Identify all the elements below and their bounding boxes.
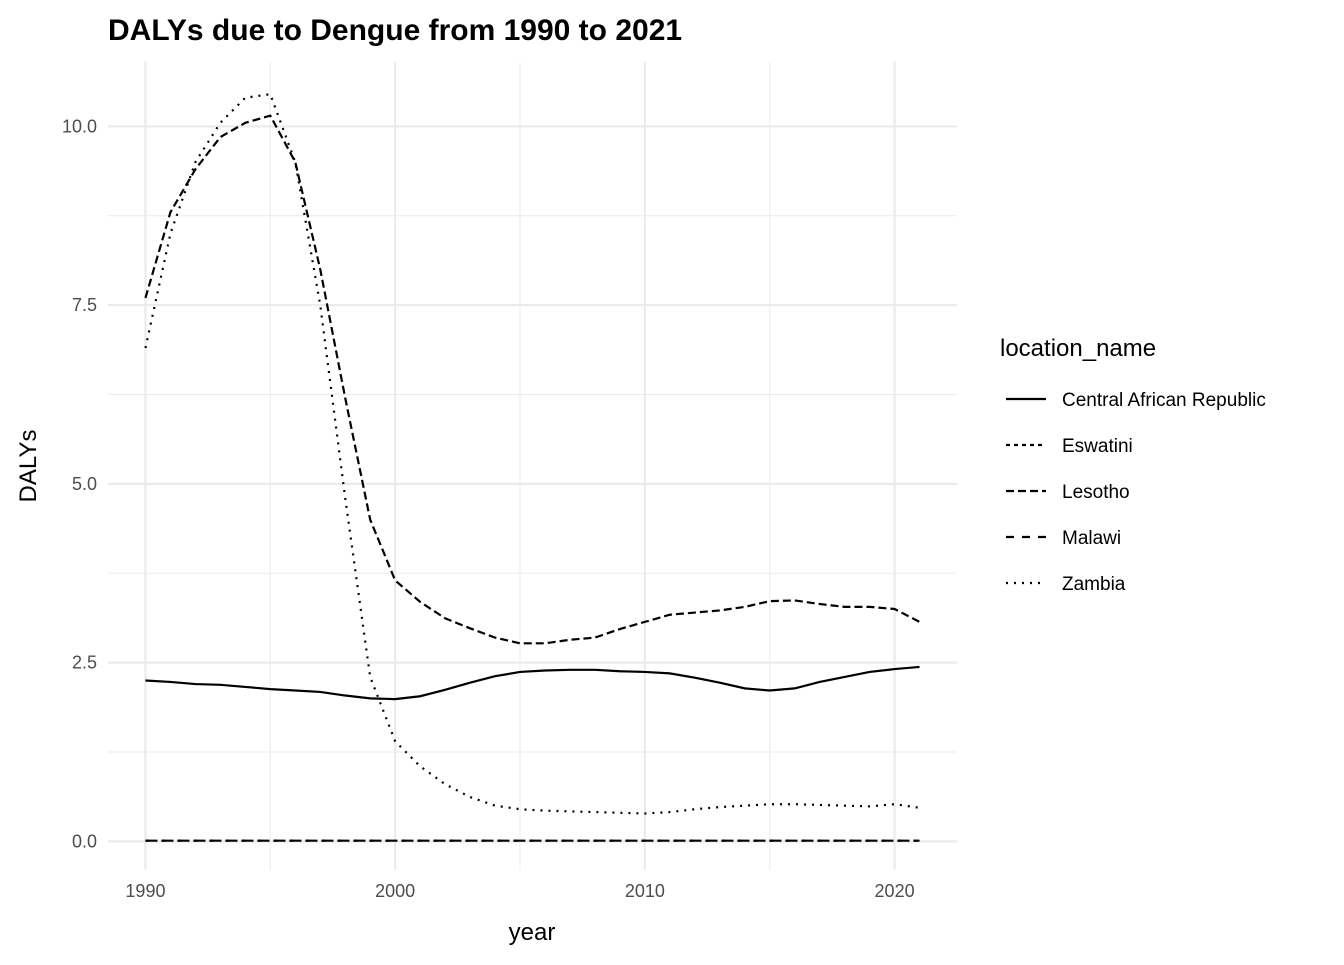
chart-title: DALYs due to Dengue from 1990 to 2021 bbox=[108, 14, 682, 47]
legend-title: location_name bbox=[1000, 335, 1156, 362]
legend-label: Lesotho bbox=[1062, 482, 1130, 503]
x-axis-label: year bbox=[509, 919, 556, 946]
legend-label: Central African Republic bbox=[1062, 390, 1266, 411]
x-tick-label: 2010 bbox=[625, 881, 665, 901]
legend-label: Malawi bbox=[1062, 528, 1121, 549]
legend-label: Eswatini bbox=[1062, 436, 1133, 457]
y-tick-label: 0.0 bbox=[72, 831, 97, 851]
legend: Central African Republic Eswatini Lesotho M… bbox=[1006, 390, 1266, 595]
axis-ticks: 1990 2000 2010 2020 0.0 2.5 5.0 7.5 10.0 bbox=[62, 116, 915, 901]
y-tick-label: 5.0 bbox=[72, 474, 97, 494]
y-tick-label: 10.0 bbox=[62, 116, 97, 136]
legend-label: Zambia bbox=[1062, 574, 1126, 595]
y-tick-label: 7.5 bbox=[72, 295, 97, 315]
series-lines bbox=[144, 92, 921, 842]
series-line-lesotho bbox=[144, 114, 921, 645]
series-line-central-african-republic bbox=[145, 665, 920, 701]
x-tick-label: 2020 bbox=[875, 881, 915, 901]
y-axis-label: DALYs bbox=[15, 430, 42, 503]
x-tick-label: 1990 bbox=[125, 881, 165, 901]
grid bbox=[108, 62, 957, 870]
y-tick-label: 2.5 bbox=[72, 653, 97, 673]
x-tick-label: 2000 bbox=[375, 881, 415, 901]
series-line-zambia bbox=[144, 92, 920, 815]
